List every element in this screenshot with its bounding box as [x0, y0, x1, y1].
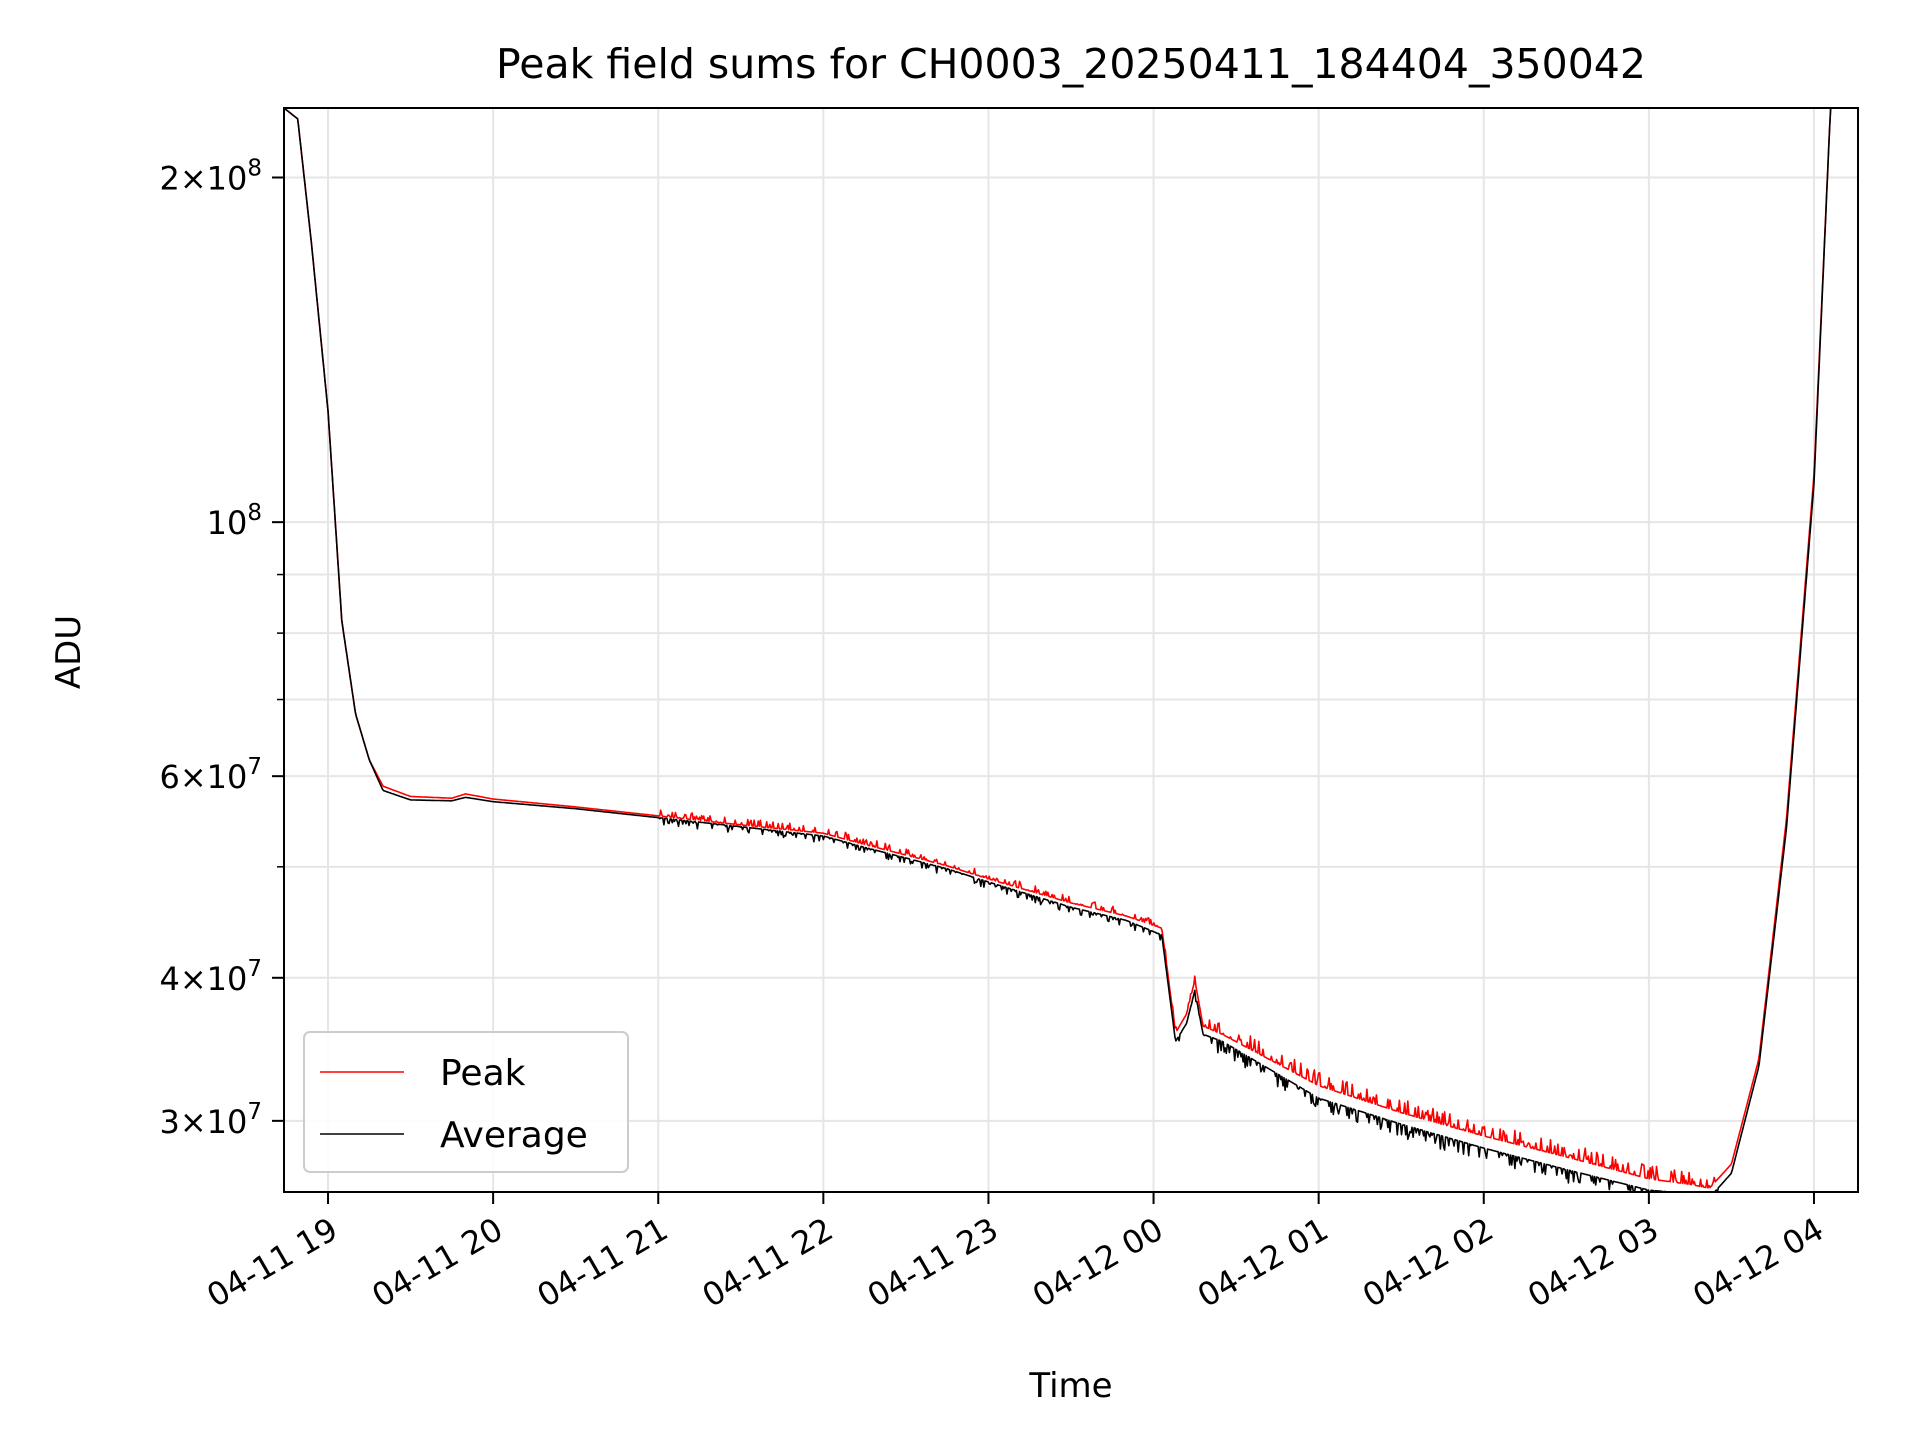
x-axis-label: Time	[1028, 1366, 1112, 1406]
legend: Peak Average	[303, 1031, 629, 1173]
y-axis-label: ADU	[49, 615, 89, 689]
grid-lines	[284, 108, 1858, 1192]
legend-label-peak: Peak	[440, 1053, 526, 1094]
y-tick-label: 3×107	[159, 1099, 262, 1141]
series-line-peak	[284, 108, 1858, 1189]
chart-title: Peak field sums for CH0003_20250411_1844…	[496, 40, 1646, 88]
y-tick-label: 6×107	[159, 754, 262, 796]
y-tick-label: 2×108	[159, 155, 262, 197]
y-axis-ticks: 3×107 4×107 6×107 108 2×108	[159, 155, 284, 1141]
y-tick-label: 108	[207, 500, 262, 542]
legend-label-average: Average	[440, 1115, 588, 1156]
series-line-average	[284, 108, 1858, 1192]
legend-box	[303, 1031, 629, 1173]
series-lines	[284, 108, 1858, 1192]
y-tick-label: 4×107	[159, 956, 262, 998]
plot-frame	[283, 107, 1859, 1193]
